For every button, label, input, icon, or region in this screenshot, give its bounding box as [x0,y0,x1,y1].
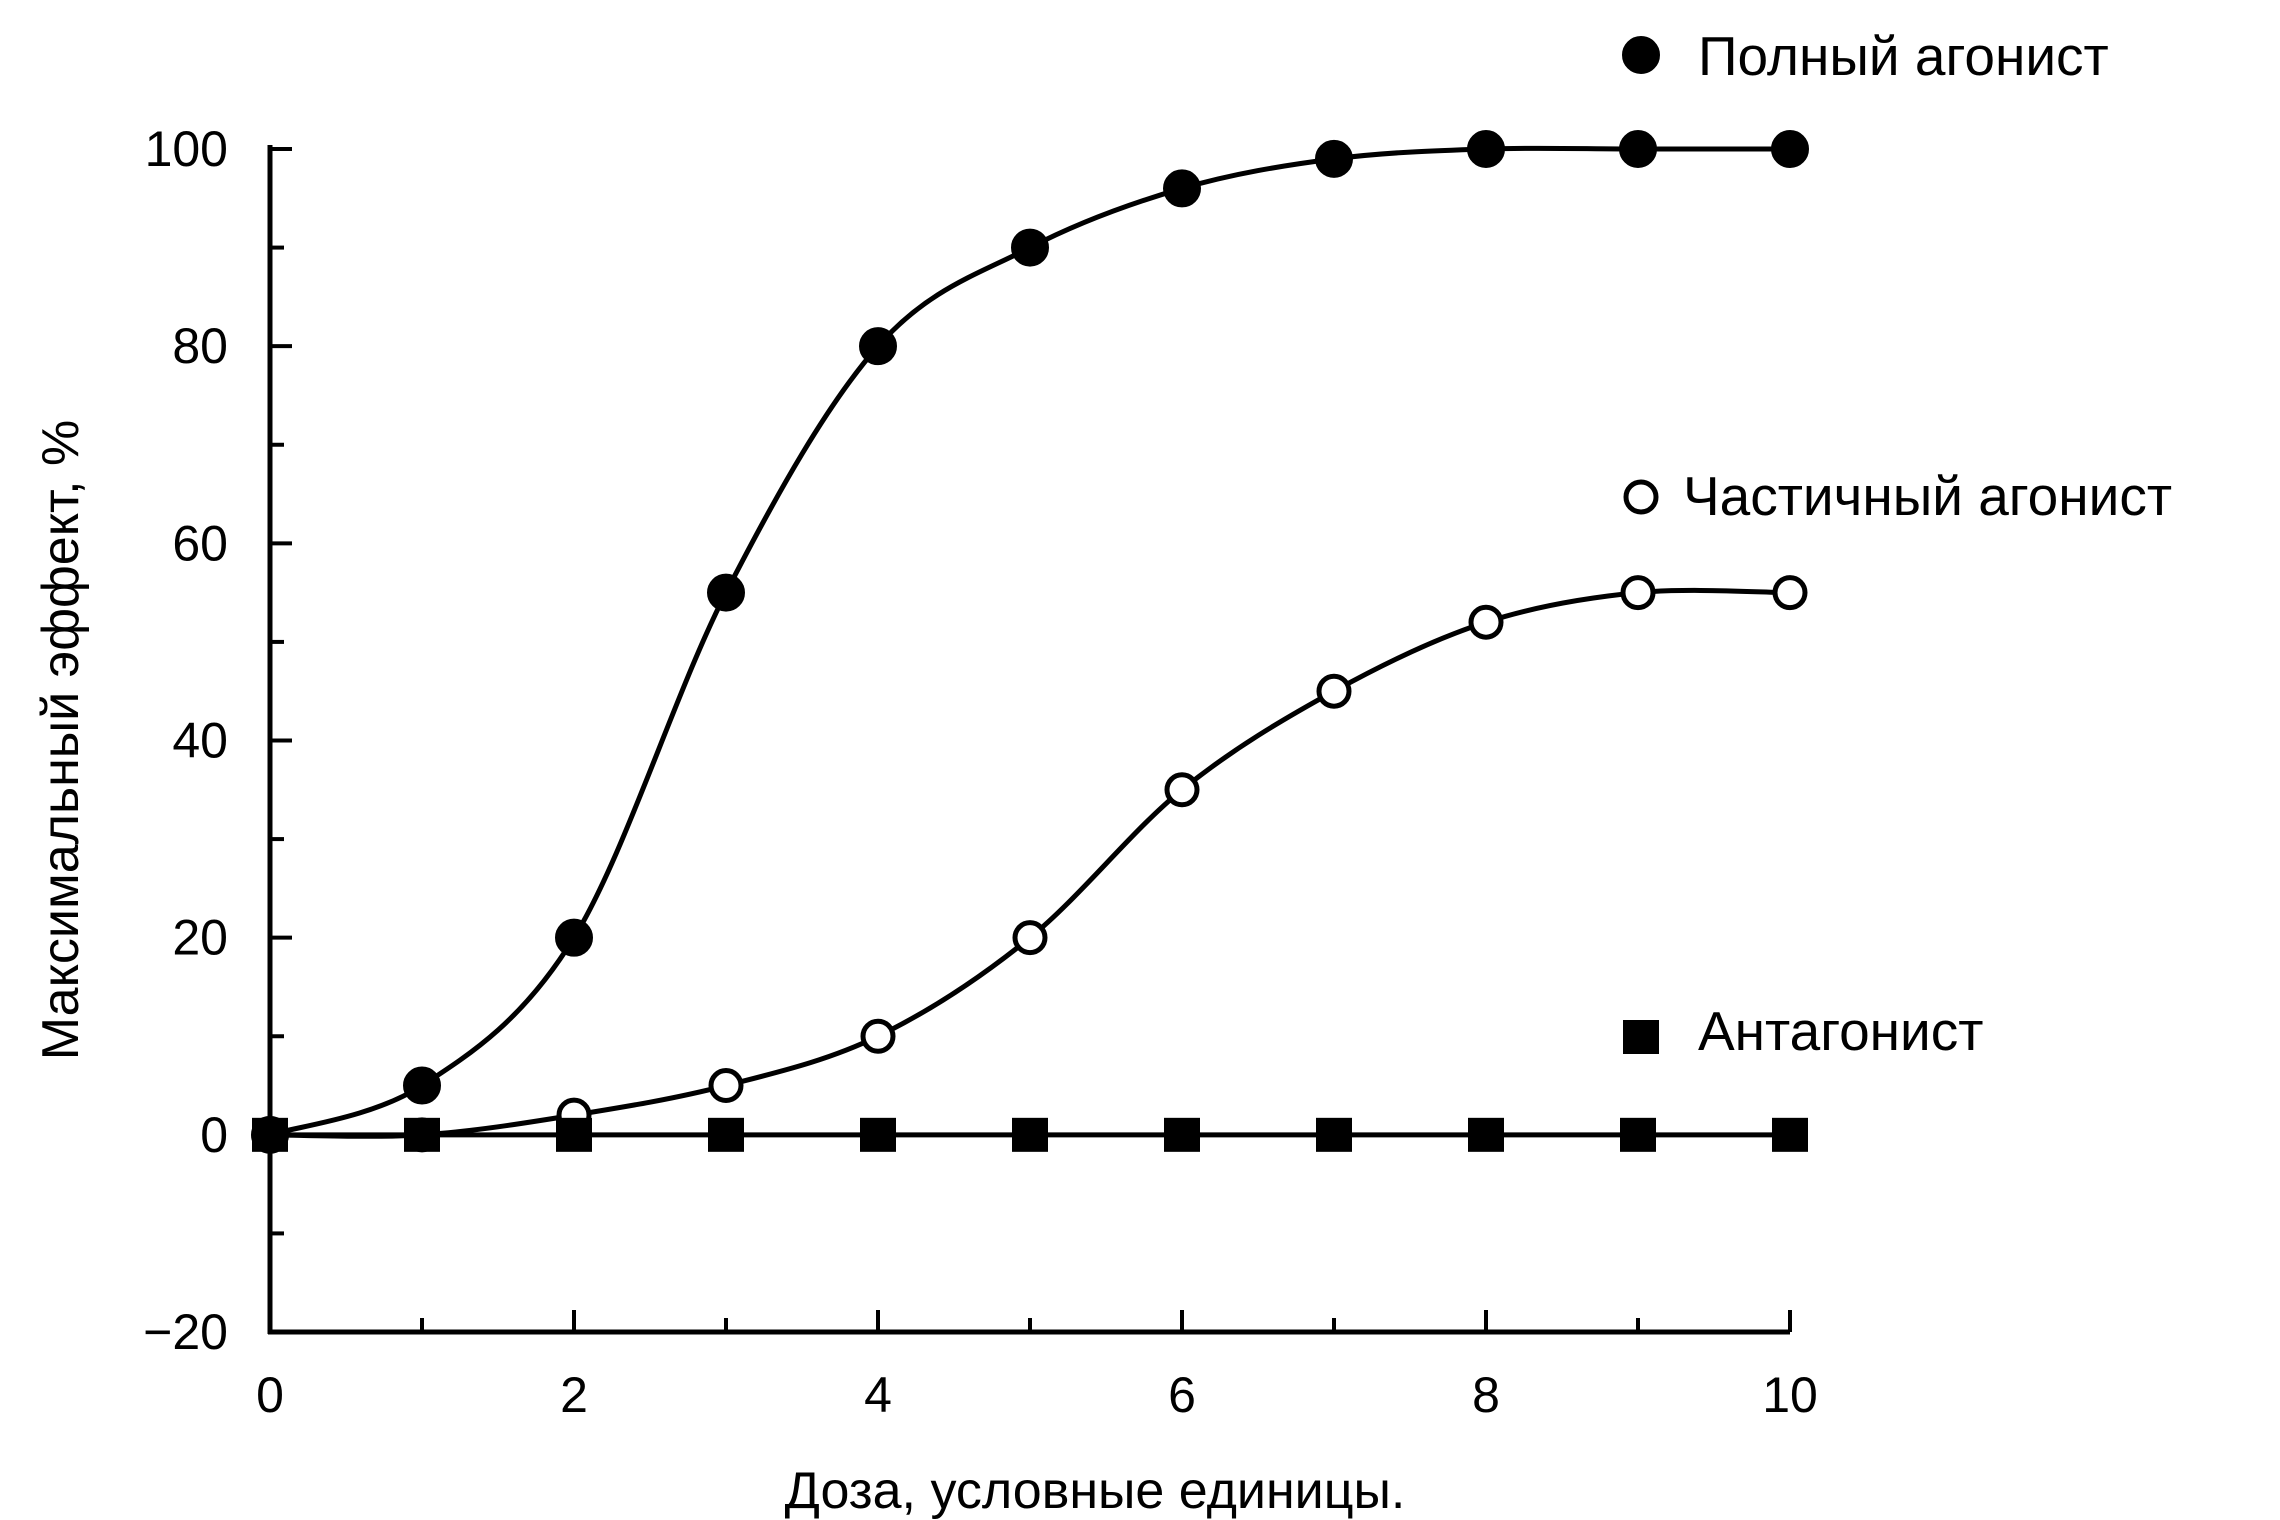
x-tick-label: 0 [256,1367,284,1423]
data-point-series-2 [1012,1117,1048,1152]
y-tick-label: −20 [143,1304,228,1360]
data-point-series-0 [1315,139,1353,178]
data-point-series-1 [1316,673,1352,709]
legend-marker-2 [1623,1020,1659,1054]
data-point-series-2 [1772,1117,1808,1152]
data-point-series-0 [1771,130,1809,168]
data-point-series-2 [556,1117,592,1152]
data-point-series-0 [1163,169,1201,208]
data-point-series-0 [1467,130,1505,168]
data-point-series-0 [403,1066,441,1105]
x-tick-label: 2 [560,1367,588,1423]
axes [267,145,1790,1335]
data-point-series-1 [1620,575,1656,611]
legend-label-0: Полный агонист [1698,25,2109,87]
x-tick-label: 10 [1762,1367,1818,1423]
series-line-1 [269,587,1791,1139]
data-point-series-0 [859,327,897,366]
y-tick-label: 0 [200,1107,228,1163]
series-markers [251,130,1809,1154]
series-line-0 [269,145,1790,1138]
data-point-series-0 [555,918,593,957]
data-point-series-2 [1316,1117,1352,1152]
ticks [268,147,1792,1334]
data-point-series-0 [1011,228,1049,267]
y-tick-label: 60 [172,515,228,571]
legend: Полный агонист Частичный агонист Антагонис… [1622,25,2172,1062]
data-point-series-1 [1468,604,1504,640]
data-point-series-2 [1620,1117,1656,1152]
data-point-series-2 [1468,1117,1504,1152]
tick-labels: 0 2 4 6 8 10 −20 0 20 40 60 80 100 [143,121,1818,1423]
y-axis-title: Максимальный эффект, % [32,420,90,1060]
x-tick-label: 8 [1472,1367,1500,1423]
data-point-series-0 [707,573,745,612]
y-tick-label: 20 [172,910,228,966]
data-point-series-1 [860,1018,896,1054]
data-point-series-2 [1164,1117,1200,1152]
x-tick-label: 4 [864,1367,892,1423]
data-point-series-2 [860,1117,896,1152]
legend-marker-1 [1623,479,1659,515]
data-point-series-1 [1164,772,1200,808]
data-point-series-2 [404,1117,440,1152]
y-tick-label: 80 [172,318,228,374]
series-lines [269,145,1791,1139]
x-tick-label: 6 [1168,1367,1196,1423]
data-point-series-2 [708,1117,744,1152]
data-point-series-1 [1772,575,1808,611]
legend-marker-0 [1622,36,1660,74]
data-point-series-1 [708,1068,744,1104]
legend-label-1: Частичный агонист [1683,465,2172,527]
legend-label-2: Антагонист [1698,1000,1983,1062]
data-point-series-0 [1619,130,1657,168]
x-axis-title: Доза, условные единицы. [785,1462,1406,1520]
y-tick-label: 100 [145,121,228,177]
data-point-series-2 [252,1117,288,1152]
y-tick-label: 40 [172,713,228,769]
data-point-series-1 [1012,920,1048,956]
